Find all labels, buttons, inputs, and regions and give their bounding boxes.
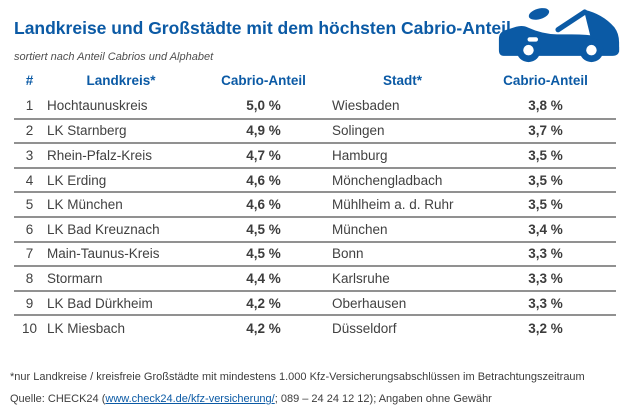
landkreis-cell: LK Starnberg [45,118,197,145]
rank-cell: 5 [14,192,45,218]
rank-cell: 2 [14,118,45,145]
landkreis-anteil-cell: 4,6 % [197,192,330,218]
stadt-cell: Mönchengladbach [330,167,475,194]
stadt-anteil-cell: 3,5 % [475,192,616,218]
ranking-table: # Landkreis* Cabrio-Anteil Stadt* Cabrio… [14,71,616,340]
landkreis-cell: Rhein-Pfalz-Kreis [45,143,197,169]
table-row: 8 Stormarn 4,4 % Karlsruhe 3,3 % [14,266,616,292]
table-row: 2 LK Starnberg 4,9 % Solingen 3,7 % [14,118,616,145]
table-row: 4 LK Erding 4,6 % Mönchengladbach 3,5 % [14,167,616,194]
stadt-cell: Hamburg [330,143,475,169]
table-row: 10 LK Miesbach 4,2 % Düsseldorf 3,2 % [14,315,616,340]
landkreis-anteil-cell: 5,0 % [197,94,330,120]
landkreis-cell: LK Bad Dürkheim [45,290,197,317]
landkreis-cell: LK Bad Kreuznach [45,216,197,243]
source-link[interactable]: www.check24.de/kfz-versicherung/ [105,393,275,405]
table-row: 6 LK Bad Kreuznach 4,5 % München 3,4 % [14,216,616,243]
source-line: Quelle: CHECK24 (www.check24.de/kfz-vers… [10,393,492,405]
footnote-text: *nur Landkreise / kreisfreie Großstädte … [10,371,585,383]
cabrio-car-icon [497,3,621,63]
rank-cell: 1 [14,94,45,120]
col-header-rank: # [25,73,34,88]
stadt-cell: Wiesbaden [330,94,475,120]
stadt-cell: München [330,216,475,243]
stadt-anteil-cell: 3,8 % [475,94,616,120]
landkreis-anteil-cell: 4,9 % [197,118,330,145]
landkreis-anteil-cell: 4,7 % [197,143,330,169]
stadt-anteil-cell: 3,4 % [475,216,616,243]
rank-cell: 8 [14,266,45,292]
rank-cell: 3 [14,143,45,169]
col-header-landkreis-anteil: Cabrio-Anteil [221,73,306,88]
landkreis-cell: Stormarn [45,266,197,292]
landkreis-anteil-cell: 4,5 % [197,241,330,268]
table-row: 5 LK München 4,6 % Mühlheim a. d. Ruhr 3… [14,192,616,218]
landkreis-cell: Hochtaunuskreis [45,94,197,120]
landkreis-anteil-cell: 4,5 % [197,216,330,243]
landkreis-anteil-cell: 4,2 % [197,290,330,317]
stadt-anteil-cell: 3,3 % [475,290,616,317]
landkreis-anteil-cell: 4,6 % [197,167,330,194]
source-suffix: ; 089 – 24 24 12 12); Angaben ohne Gewäh… [274,393,492,405]
stadt-anteil-cell: 3,3 % [475,241,616,268]
col-header-stadt: Stadt* [382,73,422,88]
rank-cell: 10 [21,320,38,336]
stadt-cell: Mühlheim a. d. Ruhr [330,192,475,218]
col-header-landkreis: Landkreis* [86,73,156,88]
stadt-cell: Oberhausen [330,290,475,317]
source-prefix: Quelle: CHECK24 ( [10,393,106,405]
table-row: 1 Hochtaunuskreis 5,0 % Wiesbaden 3,8 % [14,94,616,120]
table-row: 3 Rhein-Pfalz-Kreis 4,7 % Hamburg 3,5 % [14,143,616,169]
table-row: 7 Main-Taunus-Kreis 4,5 % Bonn 3,3 % [14,241,616,268]
stadt-anteil-cell: 3,7 % [475,118,616,145]
stadt-cell: Karlsruhe [330,266,475,292]
rank-cell: 9 [14,290,45,317]
landkreis-anteil-cell: 4,4 % [197,266,330,292]
stadt-anteil-cell: 3,5 % [475,143,616,169]
stadt-cell: Bonn [330,241,475,268]
rank-cell: 7 [14,241,45,268]
page-subtitle: sortiert nach Anteil Cabrios und Alphabe… [14,51,214,63]
page-title: Landkreise und Großstädte mit dem höchst… [14,18,511,38]
landkreis-cell: LK München [45,192,197,218]
landkreis-cell: LK Miesbach [47,320,126,336]
landkreis-cell: LK Erding [45,167,197,194]
table-row: 9 LK Bad Dürkheim 4,2 % Oberhausen 3,3 % [14,290,616,317]
table-header-row: # Landkreis* Cabrio-Anteil Stadt* Cabrio… [14,71,616,94]
stadt-anteil-cell: 3,3 % [475,266,616,292]
stadt-anteil-cell: 3,5 % [475,167,616,194]
stadt-cell: Düsseldorf [332,320,397,336]
rank-cell: 4 [14,167,45,194]
stadt-cell: Solingen [330,118,475,145]
stadt-anteil-cell: 3,2 % [528,320,563,336]
landkreis-anteil-cell: 4,2 % [246,320,281,336]
rank-cell: 6 [14,216,45,243]
col-header-stadt-anteil: Cabrio-Anteil [503,73,588,88]
landkreis-cell: Main-Taunus-Kreis [45,241,197,268]
